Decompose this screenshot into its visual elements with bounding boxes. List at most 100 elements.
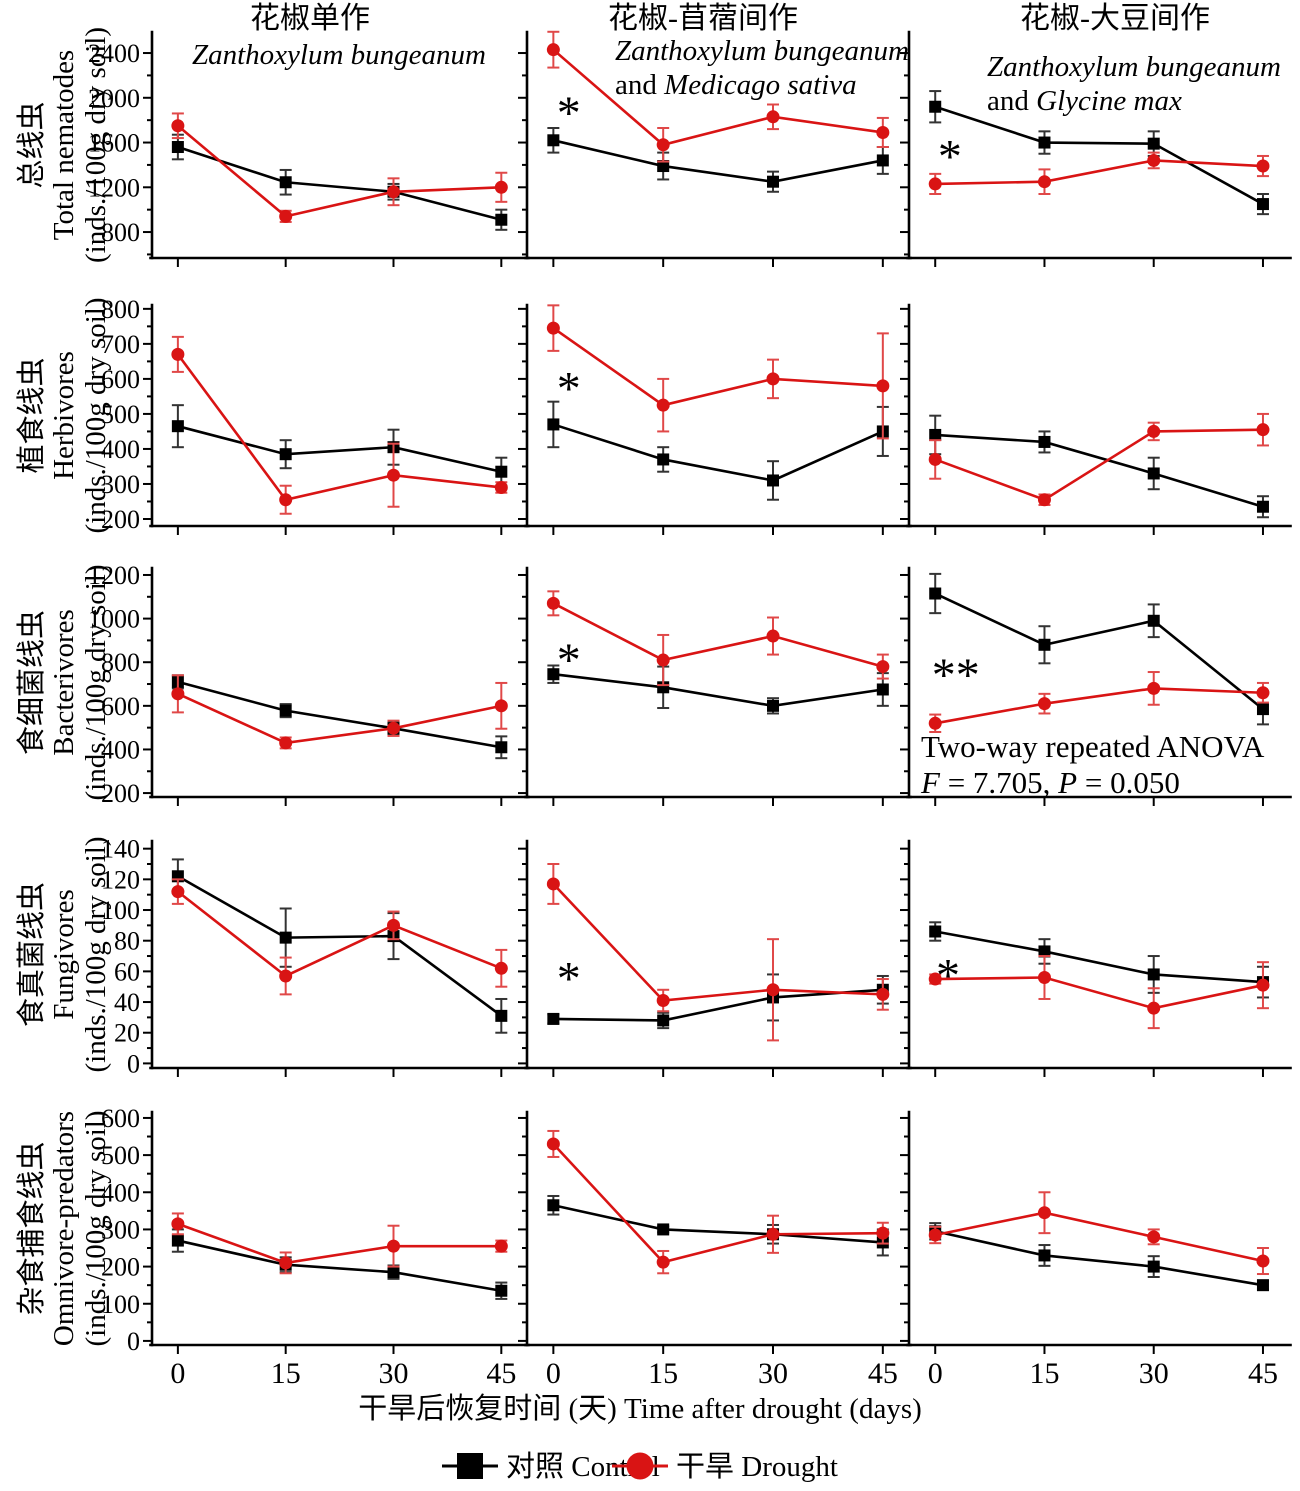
y-tick-label: 400 [101, 435, 140, 464]
drought-marker [1037, 697, 1051, 711]
control-line [552, 423, 884, 482]
drought-series [928, 151, 1270, 196]
drought-marker [1147, 1230, 1161, 1244]
drought-marker [1256, 978, 1270, 992]
panel-r5c1: 0 100 200 300 400 500 600 0 15 30 45 [101, 1104, 530, 1390]
control-series [547, 126, 889, 193]
drought-series [171, 674, 508, 750]
column-subtitle: Zanthoxylum bungeanum [987, 51, 1281, 83]
control-marker [1038, 435, 1051, 448]
row-label-cn: 杂食捕食线虫 [15, 1141, 48, 1315]
significance-marker: * [557, 953, 581, 1006]
drought-marker [1147, 1001, 1161, 1015]
y-tick-label: 60 [114, 957, 140, 986]
axes: 800 1200 1600 2000 2400 [88, 30, 530, 267]
control-marker [387, 1266, 400, 1279]
drought-series [928, 671, 1270, 734]
control-marker [657, 1223, 670, 1236]
drought-marker [494, 699, 508, 713]
row-label-unit: (inds./100g dry soil) [80, 564, 112, 800]
x-tick-label: 15 [1029, 1357, 1059, 1390]
control-marker [1147, 137, 1160, 150]
control-series [929, 572, 1269, 726]
control-series [547, 400, 889, 501]
control-marker [767, 699, 780, 712]
drought-marker [279, 1256, 293, 1270]
drought-marker [876, 379, 890, 393]
drought-marker [1147, 153, 1161, 167]
drought-marker [928, 452, 942, 466]
significance-marker: ** [932, 649, 980, 702]
control-marker [495, 1009, 508, 1022]
y-tick-label: 20 [114, 1019, 140, 1048]
drought-marker [387, 918, 400, 932]
control-marker [547, 1199, 560, 1212]
panel-r3c2: * [518, 566, 912, 806]
drought-marker [928, 1228, 942, 1242]
control-marker [657, 1014, 670, 1027]
control-line [177, 424, 502, 473]
drought-marker [494, 1239, 508, 1253]
drought-line [176, 353, 502, 502]
row-label-en: Fungivores [48, 889, 80, 1020]
drought-marker [766, 983, 780, 997]
significance-marker: * [557, 87, 581, 140]
control-marker [279, 704, 292, 717]
drought-marker [766, 372, 780, 386]
y-tick-label: 800 [101, 648, 140, 677]
control-marker [495, 1284, 508, 1297]
axes [518, 303, 912, 535]
significance-marker: * [936, 950, 960, 1003]
control-series [929, 414, 1269, 519]
control-line [553, 672, 884, 708]
drought-marker [1147, 424, 1161, 438]
control-marker [929, 587, 942, 600]
control-marker [547, 418, 560, 431]
control-marker [876, 683, 889, 696]
column-subtitle: and Glycine max [987, 85, 1182, 117]
control-marker [1038, 1249, 1051, 1262]
y-tick-label: 1600 [88, 129, 140, 158]
y-tick-label: 600 [101, 692, 140, 721]
y-tick-label: 400 [101, 735, 140, 764]
y-tick-label: 500 [101, 1141, 140, 1170]
drought-marker [1037, 493, 1051, 507]
row-label-en: Omnivore-predators [48, 1111, 80, 1346]
y-tick-label: 0 [127, 1327, 140, 1356]
drought-series [546, 1129, 890, 1275]
y-tick-label: 120 [101, 865, 140, 894]
row-label-cn: 总线虫 [15, 101, 48, 188]
control-marker [171, 1234, 184, 1247]
drought-marker [656, 653, 670, 667]
row-label-en: Total nematodes [48, 50, 80, 240]
row-label-cn: 食真菌线虫 [15, 882, 48, 1027]
drought-series [546, 30, 890, 163]
panel-r4c2: * [518, 839, 912, 1077]
x-tick-label: 30 [758, 1357, 788, 1390]
drought-marker [279, 493, 293, 507]
control-marker [495, 465, 508, 478]
control-marker [876, 154, 889, 167]
x-tick-label: 0 [928, 1357, 943, 1390]
panel-r1c2: * [518, 30, 912, 267]
control-series [929, 1222, 1269, 1292]
drought-marker [546, 43, 560, 57]
drought-marker [876, 660, 890, 674]
drought-series [546, 863, 890, 1042]
y-tick-label: 1200 [88, 561, 140, 590]
y-tick-label: 700 [101, 330, 140, 359]
control-marker [929, 100, 942, 113]
axes [518, 30, 912, 267]
drought-marker [171, 119, 185, 133]
significance-marker: * [557, 634, 581, 687]
drought-series [546, 304, 890, 440]
panel-r4c3: * [900, 839, 1292, 1077]
y-tick-label: 1200 [88, 173, 140, 202]
drought-marker [1037, 175, 1051, 189]
control-series [547, 664, 889, 715]
column-subtitle: Zanthoxylum bungeanum [615, 35, 909, 67]
drought-marker [546, 596, 560, 610]
significance-marker: * [557, 363, 581, 416]
control-marker [1147, 614, 1160, 627]
